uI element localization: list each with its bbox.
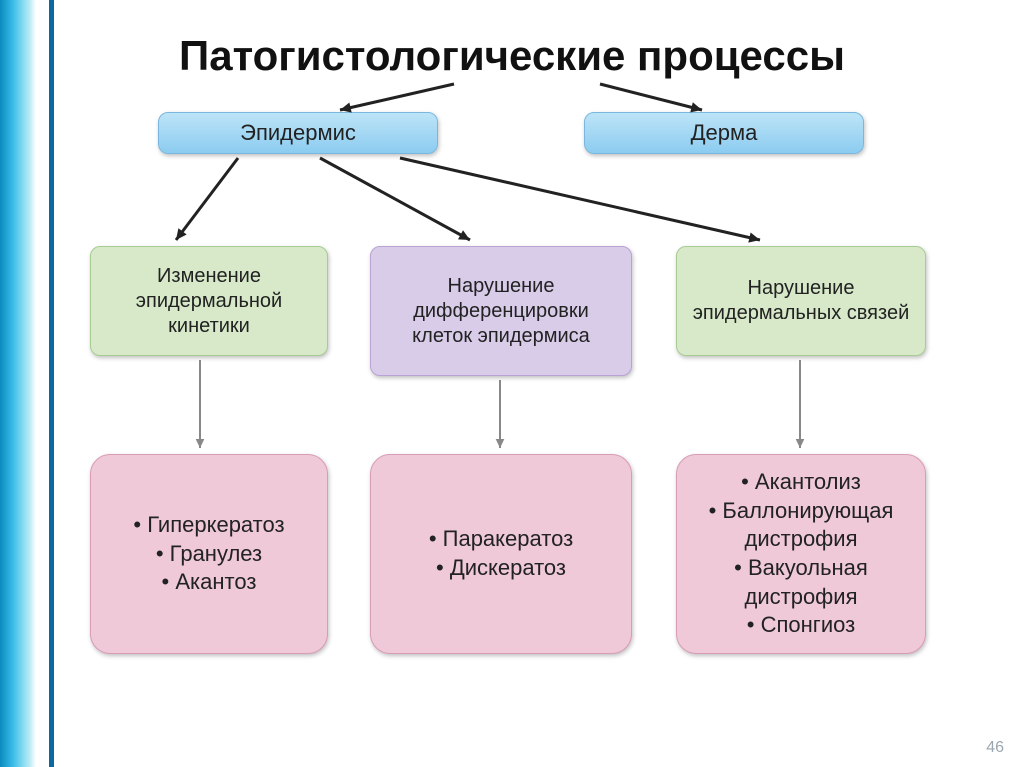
slide-title: Патогистологические процессы	[0, 32, 1024, 80]
list-item: Дискератоз	[429, 554, 573, 583]
leaf-differentiation-list: ПаракератозДискератоз	[370, 454, 632, 654]
left-accent-line	[49, 0, 54, 767]
node-kinetics: Изменение эпидермальной кинетики	[90, 246, 328, 356]
node-epidermis: Эпидермис	[158, 112, 438, 154]
leaf-kinetics-items: ГиперкератозГранулезАкантоз	[133, 511, 284, 597]
node-kinetics-label: Изменение эпидермальной кинетики	[101, 264, 317, 339]
node-derma: Дерма	[584, 112, 864, 154]
list-item: Гранулез	[133, 540, 284, 569]
page-number: 46	[986, 739, 1004, 757]
list-item: Паракератоз	[429, 525, 573, 554]
leaf-connections-items: АкантолизБаллонирующая дистрофияВакуольн…	[687, 468, 915, 640]
list-item: Акантолиз	[687, 468, 915, 497]
node-differentiation: Нарушение дифференцировки клеток эпидерм…	[370, 246, 632, 376]
node-epidermis-label: Эпидермис	[240, 120, 356, 146]
list-item: Баллонирующая дистрофия	[687, 497, 915, 554]
node-connections: Нарушение эпидермальных связей	[676, 246, 926, 356]
list-item: Вакуольная дистрофия	[687, 554, 915, 611]
list-item: Гиперкератоз	[133, 511, 284, 540]
left-accent-gradient	[0, 0, 36, 767]
node-derma-label: Дерма	[691, 120, 758, 146]
leaf-differentiation-items: ПаракератозДискератоз	[429, 525, 573, 582]
list-item: Акантоз	[133, 568, 284, 597]
list-item: Спонгиоз	[687, 611, 915, 640]
node-differentiation-label: Нарушение дифференцировки клеток эпидерм…	[381, 274, 621, 349]
leaf-kinetics-list: ГиперкератозГранулезАкантоз	[90, 454, 328, 654]
node-connections-label: Нарушение эпидермальных связей	[687, 276, 915, 326]
leaf-connections-list: АкантолизБаллонирующая дистрофияВакуольн…	[676, 454, 926, 654]
